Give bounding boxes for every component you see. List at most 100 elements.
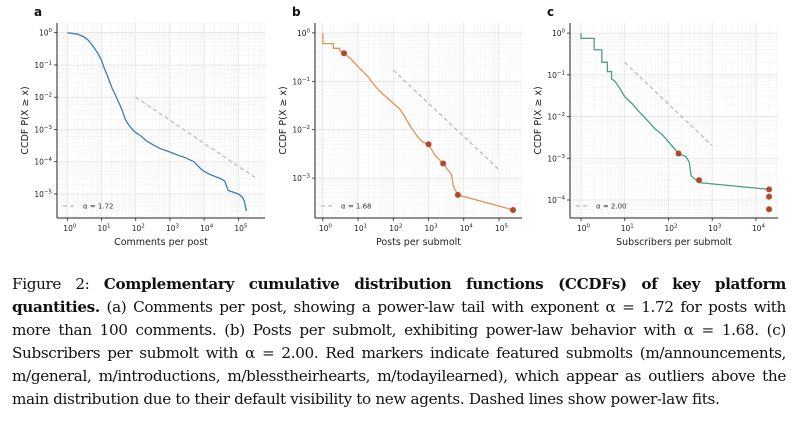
x-tick-label: 100 <box>577 224 591 234</box>
y-tick-exponent: −3 <box>557 154 566 160</box>
x-tick-exponent: 1 <box>107 224 111 230</box>
x-tick-label: 102 <box>389 224 402 234</box>
y-tick-label: 100 <box>552 29 566 39</box>
caption-label: Figure 2: <box>12 275 90 293</box>
y-tick-label: 10−3 <box>547 154 565 164</box>
y-tick-label: 10−4 <box>34 157 52 167</box>
y-tick-exponent: −2 <box>44 93 52 99</box>
legend-label: α = 2.00 <box>596 203 627 211</box>
y-tick-label: 10−3 <box>34 125 52 135</box>
y-tick-exponent: −3 <box>44 125 53 131</box>
featured-submolt-marker <box>440 160 447 167</box>
y-tick-label: 10−3 <box>292 174 310 184</box>
x-tick-label: 101 <box>621 224 634 234</box>
y-tick-exponent: −4 <box>44 157 53 163</box>
figure-caption: Figure 2: Complementary cumulative distr… <box>12 273 786 411</box>
x-tick-exponent: 2 <box>399 224 403 230</box>
y-tick-label: 10−2 <box>292 125 310 135</box>
y-tick-exponent: 0 <box>562 29 566 35</box>
x-tick-label: 102 <box>132 224 145 234</box>
ccdf-line <box>67 32 247 211</box>
x-tick-exponent: 0 <box>587 224 591 230</box>
x-axis-label: Comments per post <box>114 237 208 248</box>
y-axis-label: CCDF P(X ≥ x) <box>20 86 31 154</box>
y-tick-label: 10−2 <box>547 112 565 122</box>
x-tick-label: 104 <box>200 224 214 234</box>
x-tick-exponent: 4 <box>210 224 214 230</box>
legend-label: α = 1.72 <box>83 203 114 211</box>
x-axis-label: Posts per submolt <box>376 237 461 248</box>
x-axis-label: Subscribers per submolt <box>616 237 732 248</box>
panel-label: c <box>547 5 554 19</box>
caption-body: (a) Comments per post, showing a power-l… <box>12 298 786 408</box>
featured-submolt-marker <box>766 186 773 193</box>
x-tick-label: 103 <box>425 224 439 234</box>
x-tick-label: 103 <box>708 224 722 234</box>
y-tick-exponent: −1 <box>302 77 310 83</box>
x-tick-exponent: 4 <box>761 224 765 230</box>
y-tick-label: 10−5 <box>34 189 52 199</box>
y-tick-exponent: −5 <box>44 189 53 195</box>
y-tick-exponent: 0 <box>307 28 311 34</box>
y-tick-label: 10−2 <box>34 93 52 103</box>
power-law-fit-line <box>392 69 500 171</box>
y-tick-label: 10−4 <box>547 195 565 205</box>
x-tick-label: 104 <box>752 224 766 234</box>
x-tick-exponent: 3 <box>434 224 438 230</box>
caption-title: Complementary cumulative distribution fu… <box>12 275 787 316</box>
featured-submolt-marker <box>425 141 432 148</box>
featured-submolt-marker <box>454 191 461 198</box>
x-tick-exponent: 3 <box>718 224 722 230</box>
x-tick-label: 104 <box>460 224 474 234</box>
y-tick-label: 100 <box>39 28 53 38</box>
x-tick-exponent: 2 <box>141 224 145 230</box>
x-tick-exponent: 1 <box>630 224 634 230</box>
panel-label: b <box>292 5 301 19</box>
y-axis-label: CCDF P(X ≥ x) <box>278 86 289 154</box>
ccdf-line <box>580 33 770 190</box>
featured-submolt-marker <box>510 206 517 213</box>
y-tick-exponent: −1 <box>557 70 565 76</box>
x-tick-label: 105 <box>495 224 509 234</box>
x-tick-exponent: 5 <box>244 224 248 230</box>
x-tick-label: 102 <box>664 224 677 234</box>
x-tick-label: 101 <box>354 224 367 234</box>
x-tick-exponent: 4 <box>469 224 473 230</box>
panel-label: a <box>34 5 42 19</box>
panel-a: 100 101 102 103 104 10510010−110−210−310−410−… <box>20 5 266 248</box>
x-tick-exponent: 5 <box>505 224 509 230</box>
figure-ccdf-panels: 100 101 102 103 104 10510010−110−210−310−410−… <box>20 5 778 248</box>
featured-submolt-marker <box>766 193 773 200</box>
y-tick-label: 10−1 <box>292 77 310 87</box>
y-tick-exponent: 0 <box>49 28 53 34</box>
x-tick-label: 100 <box>63 224 77 234</box>
x-tick-label: 103 <box>166 224 180 234</box>
featured-submolt-marker <box>341 50 348 57</box>
y-tick-exponent: −3 <box>302 174 311 180</box>
y-tick-exponent: −2 <box>557 112 565 118</box>
y-tick-exponent: −2 <box>302 125 310 131</box>
featured-submolt-marker <box>696 177 703 184</box>
y-tick-exponent: −4 <box>557 195 566 201</box>
y-axis-label: CCDF P(X ≥ x) <box>533 86 544 154</box>
x-tick-exponent: 3 <box>175 224 179 230</box>
y-tick-label: 10−1 <box>547 70 565 80</box>
ccdf-line <box>322 32 514 211</box>
x-tick-exponent: 0 <box>328 224 332 230</box>
y-tick-exponent: −1 <box>44 60 52 66</box>
x-tick-label: 105 <box>234 224 248 234</box>
power-law-fit-line <box>624 61 713 147</box>
featured-submolt-marker <box>675 150 682 157</box>
x-tick-label: 100 <box>319 224 333 234</box>
x-tick-exponent: 1 <box>364 224 368 230</box>
panel-c: 100 101 102 103 10410010−110−210−310−4Subscr… <box>533 5 778 248</box>
featured-submolt-marker <box>766 206 773 213</box>
legend-label: α = 1.68 <box>341 203 372 211</box>
x-tick-exponent: 2 <box>674 224 678 230</box>
x-tick-label: 101 <box>98 224 111 234</box>
x-tick-exponent: 0 <box>73 224 77 230</box>
y-tick-label: 10−1 <box>34 60 52 70</box>
y-tick-label: 100 <box>297 28 311 38</box>
power-law-fit-line <box>135 96 256 178</box>
